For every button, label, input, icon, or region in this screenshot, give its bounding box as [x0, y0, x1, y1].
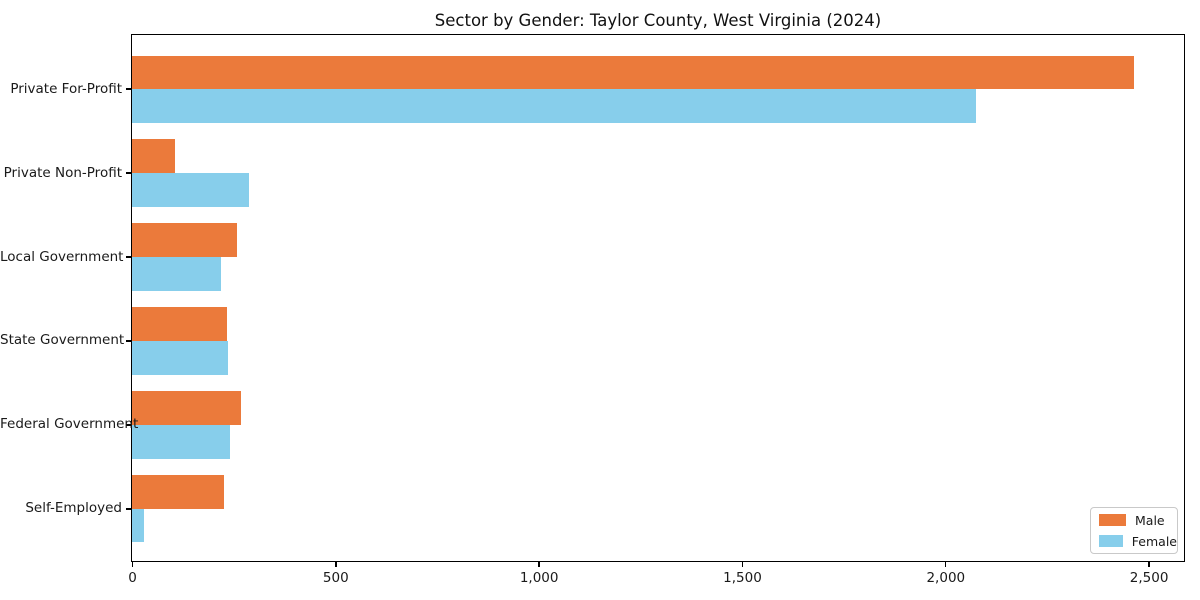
plot-area — [131, 34, 1185, 562]
x-tick-mark-1-500 — [741, 562, 744, 567]
y-tick-mark-local-government — [126, 256, 131, 258]
x-tick-label-1-000: 1,000 — [519, 570, 559, 586]
x-tick-label-2-500: 2,500 — [1129, 570, 1169, 586]
x-tick-label-0: 0 — [128, 570, 137, 586]
x-tick-mark-2-500 — [1148, 562, 1150, 567]
bar-male-private-for-profit — [132, 55, 1134, 90]
legend-item-female: Female — [1099, 534, 1177, 549]
x-tick-mark-500 — [335, 562, 337, 567]
bar-male-local-government — [132, 223, 237, 258]
female-series-swatch — [1099, 535, 1123, 547]
y-tick-mark-private-for-profit — [126, 88, 131, 90]
bar-female-private-non-profit — [132, 173, 250, 207]
y-tick-mark-federal-government — [126, 424, 131, 426]
y-tick-label-federal-government: Federal Government — [0, 416, 139, 433]
x-tick-label-1-500: 1,500 — [723, 570, 762, 586]
bar-male-state-government — [132, 307, 227, 341]
chart-title: Sector by Gender: Taylor County, West Vi… — [434, 11, 882, 30]
bar-male-self-employed — [132, 475, 225, 509]
legend-label-male: Male — [1135, 512, 1165, 528]
x-tick-label-500: 500 — [322, 570, 349, 586]
legend: Male Female — [1090, 507, 1178, 554]
y-tick-label-local-government: Local Government — [0, 248, 124, 265]
bar-female-local-government — [132, 257, 222, 291]
bar-female-federal-government — [132, 424, 230, 459]
bar-female-state-government — [132, 340, 228, 375]
bar-male-federal-government — [132, 391, 241, 425]
y-tick-label-state-government: State Government — [0, 332, 125, 349]
x-tick-mark-0 — [131, 562, 134, 567]
y-tick-label-private-non-profit: Private Non-Profit — [3, 164, 122, 181]
bar-female-private-for-profit — [132, 89, 977, 123]
x-tick-label-2-000: 2,000 — [926, 570, 966, 586]
x-tick-mark-2-000 — [945, 562, 947, 567]
bar-male-private-non-profit — [132, 139, 176, 174]
y-tick-label-private-for-profit: Private For-Profit — [10, 80, 122, 97]
y-tick-mark-self-employed — [126, 508, 131, 510]
x-tick-mark-1-000 — [538, 562, 540, 567]
y-tick-mark-private-non-profit — [126, 172, 131, 174]
legend-item-male: Male — [1099, 513, 1177, 528]
y-tick-mark-state-government — [126, 340, 131, 342]
y-tick-label-self-employed: Self-Employed — [25, 500, 122, 517]
bar-female-self-employed — [132, 508, 145, 543]
male-series-swatch — [1099, 514, 1126, 526]
legend-label-female: Female — [1131, 533, 1177, 549]
